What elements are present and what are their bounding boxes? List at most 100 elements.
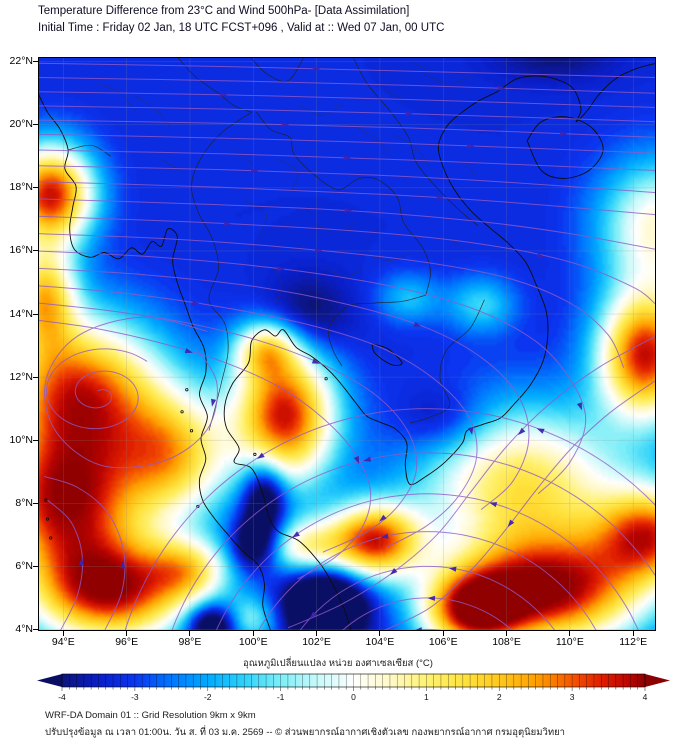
streamline — [38, 149, 656, 171]
streamline — [38, 165, 656, 194]
lon-tick — [252, 631, 254, 636]
streamline — [38, 77, 656, 94]
lat-tick — [33, 628, 38, 630]
streamline — [38, 105, 656, 123]
streamline — [38, 181, 656, 216]
admin-line — [444, 234, 463, 249]
wind-arrow-icon — [353, 455, 360, 464]
streamline — [38, 302, 418, 553]
colorbar: -4 -3 -2 -1 0 1 2 3 4 — [37, 673, 670, 702]
lat-tick — [33, 313, 38, 315]
coastline — [371, 343, 403, 366]
wind-arrow-icon — [518, 427, 526, 435]
streamline — [38, 62, 656, 78]
wind-arrow-icon — [192, 300, 200, 306]
lat-tick-label: 18°N — [9, 181, 33, 194]
wind-arrow-icon — [413, 321, 422, 327]
streamline — [124, 408, 656, 631]
lat-tick-label: 4°N — [15, 622, 33, 635]
wind-arrow-icon — [250, 168, 259, 174]
lat-tick-label: 20°N — [9, 118, 33, 131]
colorbar-left-arrow-icon — [37, 674, 62, 687]
wind-arrow-icon — [219, 92, 228, 98]
lon-tick — [379, 631, 381, 636]
streamline — [38, 133, 656, 154]
lat-tick — [33, 376, 38, 378]
island — [324, 377, 328, 381]
wind-arrow-icon — [468, 427, 474, 435]
temperature-field-canvas — [38, 57, 656, 631]
colorbar-tick-label: 1 — [424, 692, 429, 702]
lon-tick-label: 104°E — [365, 636, 395, 648]
admin-line — [98, 83, 137, 113]
lat-tick — [33, 439, 38, 441]
streamline — [38, 119, 656, 138]
island — [180, 410, 184, 414]
island — [196, 504, 200, 509]
streamline — [341, 597, 514, 631]
admin-line — [462, 159, 476, 176]
map-frame — [38, 57, 656, 631]
streamline — [44, 316, 218, 469]
grid-lines — [38, 57, 656, 631]
wind-arrow-icon — [312, 66, 321, 72]
wind-arrow-icon — [311, 358, 320, 364]
border-line — [256, 111, 431, 296]
lon-tick-label: 106°E — [428, 636, 458, 648]
admin-line — [357, 127, 392, 157]
colorbar-tick-label: 2 — [497, 692, 502, 702]
country-borders — [68, 57, 485, 431]
wind-arrow-icon — [281, 122, 290, 128]
admin-line — [411, 61, 431, 72]
streamline — [287, 335, 656, 629]
lon-tick-label: 112°E — [619, 636, 648, 648]
streamline — [38, 198, 656, 250]
lon-tick — [506, 631, 508, 636]
footer-update-info: ปรับปรุงข้อมูล ณ เวลา 01:00น. วัน ส. ที่… — [45, 727, 565, 738]
border-line — [191, 111, 252, 431]
colorbar-tick-labels: -4 -3 -2 -1 0 1 2 3 4 — [58, 692, 647, 702]
streamline — [171, 452, 656, 631]
border-line — [328, 294, 426, 367]
colorbar-tick-label: 4 — [643, 692, 648, 702]
wind-arrow-icon — [559, 131, 568, 137]
admin-line — [424, 74, 472, 85]
lat-tick — [33, 61, 38, 63]
border-line — [68, 144, 111, 157]
lat-tick — [33, 565, 38, 567]
island — [185, 388, 189, 392]
admin-line — [313, 222, 355, 233]
colorbar-dividers — [69, 674, 638, 687]
colorbar-tick-label: -4 — [58, 692, 66, 702]
coastlines — [38, 62, 656, 631]
wind-arrow-icon — [315, 247, 323, 253]
wind-arrow-icon — [379, 514, 387, 522]
lat-tick-label: 12°N — [9, 370, 33, 383]
admin-line — [265, 260, 283, 305]
wind-arrow-icon — [390, 568, 398, 575]
lon-tick-label: 108°E — [492, 636, 521, 648]
lon-tick — [316, 631, 318, 636]
island — [253, 452, 257, 456]
lon-tick-label: 110°E — [555, 636, 584, 648]
admin-line — [300, 102, 344, 116]
wind-arrow-icon — [507, 519, 515, 527]
border-line — [249, 57, 305, 82]
lon-tick — [62, 631, 64, 636]
colorbar-title: อุณหภูมิเปลี่ยนแปลง หน่วย องศาเซลเซียส (… — [243, 658, 433, 669]
border-line — [177, 57, 252, 113]
lon-tick-label: 98°E — [178, 636, 202, 648]
lat-tick-label: 16°N — [9, 244, 33, 257]
streamline — [38, 285, 478, 548]
islands — [44, 377, 328, 540]
wind-arrow-icon — [78, 557, 84, 566]
map-overlay — [38, 57, 656, 631]
wind-arrow-icon — [257, 452, 265, 459]
lon-tick — [442, 631, 444, 636]
wind-arrow-icon — [184, 348, 193, 354]
lon-tick-label: 102°E — [302, 636, 331, 648]
streamline — [382, 379, 656, 631]
lon-tick-label: 100°E — [238, 636, 268, 648]
island — [49, 536, 53, 540]
